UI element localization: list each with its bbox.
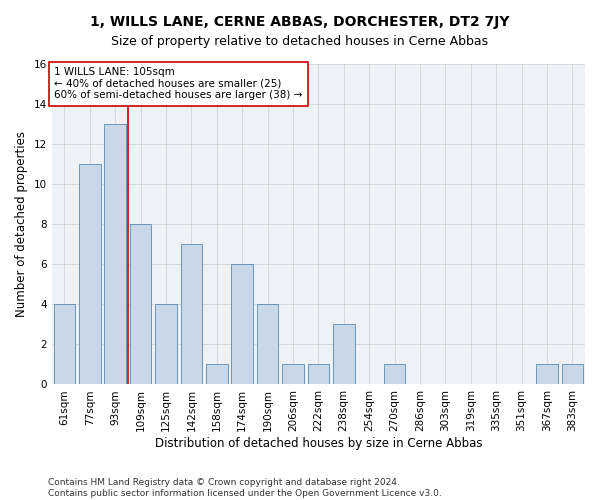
Text: 1 WILLS LANE: 105sqm
← 40% of detached houses are smaller (25)
60% of semi-detac: 1 WILLS LANE: 105sqm ← 40% of detached h… — [55, 67, 303, 100]
Bar — [130, 224, 151, 384]
Bar — [282, 364, 304, 384]
X-axis label: Distribution of detached houses by size in Cerne Abbas: Distribution of detached houses by size … — [155, 437, 482, 450]
Bar — [232, 264, 253, 384]
Bar — [79, 164, 101, 384]
Text: Size of property relative to detached houses in Cerne Abbas: Size of property relative to detached ho… — [112, 35, 488, 48]
Y-axis label: Number of detached properties: Number of detached properties — [15, 131, 28, 317]
Bar — [536, 364, 557, 384]
Bar — [257, 304, 278, 384]
Bar — [181, 244, 202, 384]
Text: Contains HM Land Registry data © Crown copyright and database right 2024.
Contai: Contains HM Land Registry data © Crown c… — [48, 478, 442, 498]
Bar — [308, 364, 329, 384]
Bar — [53, 304, 75, 384]
Bar — [206, 364, 227, 384]
Text: 1, WILLS LANE, CERNE ABBAS, DORCHESTER, DT2 7JY: 1, WILLS LANE, CERNE ABBAS, DORCHESTER, … — [90, 15, 510, 29]
Bar — [104, 124, 126, 384]
Bar — [562, 364, 583, 384]
Bar — [333, 324, 355, 384]
Bar — [155, 304, 177, 384]
Bar — [384, 364, 406, 384]
